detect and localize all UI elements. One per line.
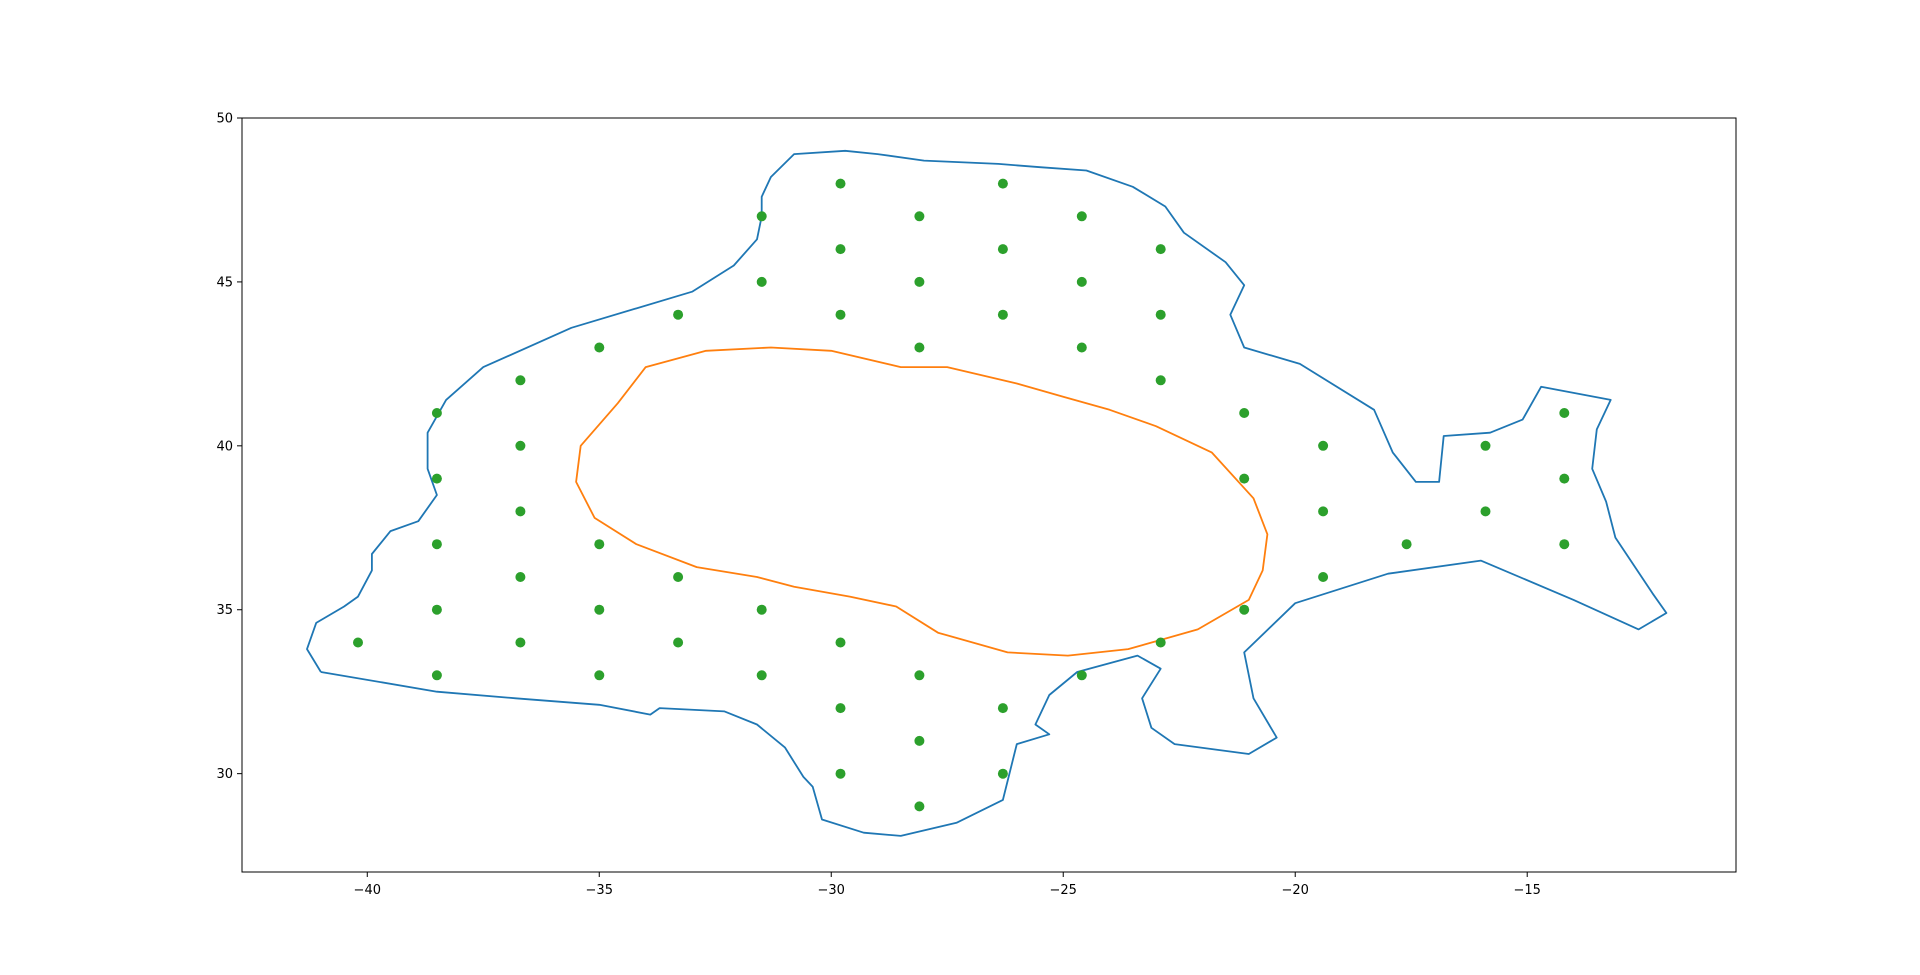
scatter-point xyxy=(835,703,846,714)
scatter-point xyxy=(515,375,526,386)
scatter-point xyxy=(1076,276,1087,287)
scatter-point xyxy=(997,309,1008,320)
x-tick-label: −30 xyxy=(818,883,845,898)
scatter-point xyxy=(914,670,925,681)
scatter-point xyxy=(914,342,925,353)
scatter-point xyxy=(835,244,846,255)
scatter-point xyxy=(835,637,846,648)
scatter-point xyxy=(1155,309,1166,320)
scatter-point xyxy=(835,768,846,779)
scatter-point xyxy=(997,703,1008,714)
scatter-point xyxy=(594,342,605,353)
scatter-point xyxy=(1155,637,1166,648)
scatter-point xyxy=(1480,506,1491,517)
y-tick-label: 30 xyxy=(216,767,233,782)
x-tick-label: −20 xyxy=(1282,883,1309,898)
x-tick-label: −40 xyxy=(354,883,381,898)
scatter-point xyxy=(431,670,442,681)
scatter-point xyxy=(914,276,925,287)
scatter-point xyxy=(515,440,526,451)
scatter-point xyxy=(1559,539,1570,550)
inner-boundary-line xyxy=(575,346,1269,657)
scatter-point xyxy=(431,473,442,484)
scatter-point xyxy=(431,408,442,418)
scatter-point xyxy=(756,211,767,222)
scatter-point xyxy=(515,637,526,648)
y-tick-label: 50 xyxy=(216,112,233,127)
scatter-point xyxy=(914,211,925,222)
scatter-point xyxy=(1239,408,1250,418)
scatter-point xyxy=(1318,506,1329,517)
x-tick-label: −25 xyxy=(1050,883,1077,898)
scatter-point xyxy=(515,572,526,582)
scatter-point xyxy=(1076,670,1087,681)
scatter-point xyxy=(673,309,684,320)
scatter-point xyxy=(594,604,605,615)
scatter-point xyxy=(997,178,1008,189)
scatter-point xyxy=(353,637,363,648)
scatter-point xyxy=(1559,473,1570,484)
outer-boundary-line xyxy=(306,149,1668,837)
x-axis: −40 −35 −30 −25 −20 −15 xyxy=(354,872,1541,898)
x-tick-label: −15 xyxy=(1513,883,1540,898)
scatter-point xyxy=(594,670,605,681)
scatter-point xyxy=(1239,604,1250,615)
scatter-point xyxy=(997,768,1008,779)
scatter-point xyxy=(1076,342,1087,353)
scatter-point xyxy=(835,178,846,189)
scatter-point xyxy=(594,539,605,550)
scatter-point xyxy=(431,539,442,550)
plot-area xyxy=(306,149,1668,837)
scatter-point xyxy=(756,604,767,615)
y-tick-label: 35 xyxy=(216,603,233,618)
scatter-point xyxy=(835,309,846,320)
scatter-point xyxy=(1076,211,1087,222)
y-axis: 30 35 40 45 50 xyxy=(216,112,242,782)
scatter-point xyxy=(756,670,767,681)
scatter-point xyxy=(1559,408,1570,418)
scatter-point xyxy=(1318,572,1329,582)
scatter-point xyxy=(431,604,442,615)
scatter-point xyxy=(914,735,925,746)
scatter-point xyxy=(756,276,767,287)
scatter-point xyxy=(515,506,526,517)
x-tick-label: −35 xyxy=(586,883,613,898)
axes-frame xyxy=(241,117,1737,873)
scatter-point xyxy=(673,637,684,648)
scatter-point xyxy=(1401,539,1412,550)
y-tick-label: 40 xyxy=(216,439,233,454)
scatter-point xyxy=(997,244,1008,255)
scatter-point xyxy=(1155,375,1166,386)
y-tick-label: 45 xyxy=(216,275,233,290)
scatter-point xyxy=(673,572,684,582)
scatter-point xyxy=(1318,440,1329,451)
scatter-point xyxy=(1155,244,1166,255)
scatter-point xyxy=(914,801,925,812)
scatter-point xyxy=(1480,440,1491,451)
scatter-point xyxy=(1239,473,1250,484)
